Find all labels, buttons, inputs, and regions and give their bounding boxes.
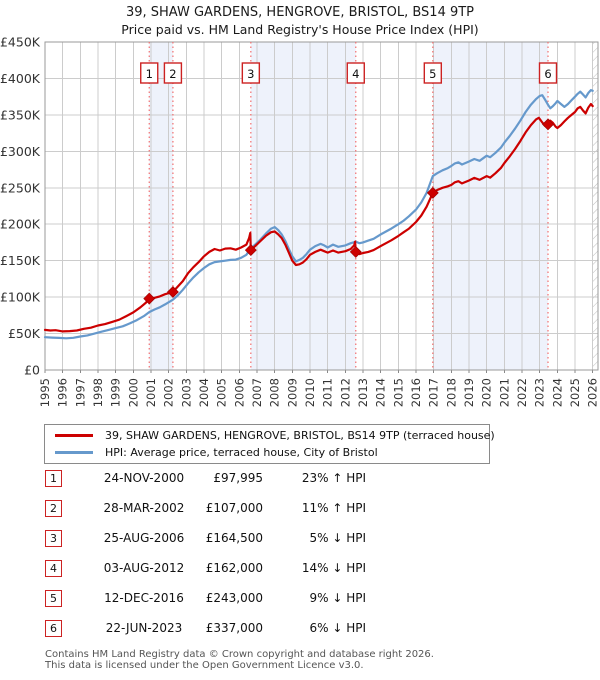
svg-text:£400K: £400K xyxy=(0,71,41,86)
svg-text:3: 3 xyxy=(247,67,254,81)
svg-text:2021: 2021 xyxy=(497,378,511,407)
svg-text:£450K: £450K xyxy=(0,35,41,50)
sale-price: £337,000 xyxy=(205,621,263,635)
svg-text:2013: 2013 xyxy=(356,378,370,407)
sale-vs-hpi: 14% ↓ HPI xyxy=(301,561,366,575)
sale-price: £107,000 xyxy=(205,501,263,515)
sale-price: £162,000 xyxy=(205,561,263,575)
sale-date: 12-DEC-2016 xyxy=(104,591,184,605)
svg-text:2000: 2000 xyxy=(126,378,140,407)
svg-text:£300K: £300K xyxy=(0,144,41,159)
svg-text:2025: 2025 xyxy=(568,378,582,407)
sale-date: 24-NOV-2000 xyxy=(103,471,185,485)
svg-text:2018: 2018 xyxy=(444,378,458,407)
sale-price: £243,000 xyxy=(205,591,263,605)
svg-text:1995: 1995 xyxy=(38,378,52,407)
svg-text:2010: 2010 xyxy=(303,378,317,407)
svg-text:5: 5 xyxy=(429,67,436,81)
svg-text:£50K: £50K xyxy=(8,326,41,341)
svg-text:2026: 2026 xyxy=(586,378,600,407)
sale-number-badge: 4 xyxy=(45,560,62,577)
sale-vs-hpi: 23% ↑ HPI xyxy=(301,471,366,485)
page-subtitle: Price paid vs. HM Land Registry's House … xyxy=(121,22,479,37)
table-row: 1 24-NOV-2000 £97,995 23% ↑ HPI xyxy=(45,470,385,487)
table-row: 5 12-DEC-2016 £243,000 9% ↓ HPI xyxy=(45,590,385,607)
svg-text:2: 2 xyxy=(169,67,176,81)
svg-text:2009: 2009 xyxy=(285,378,299,407)
sale-date: 25-AUG-2006 xyxy=(103,531,185,545)
sale-price: £97,995 xyxy=(213,471,263,485)
svg-text:£150K: £150K xyxy=(0,253,41,268)
svg-text:£200K: £200K xyxy=(0,217,41,232)
svg-text:2023: 2023 xyxy=(533,378,547,407)
sale-number-badge: 6 xyxy=(45,620,62,637)
sale-vs-hpi: 11% ↑ HPI xyxy=(301,501,366,515)
svg-text:2008: 2008 xyxy=(268,378,282,407)
table-row: 4 03-AUG-2012 £162,000 14% ↓ HPI xyxy=(45,560,385,577)
copyright-footer: Contains HM Land Registry data © Crown c… xyxy=(45,649,434,671)
svg-text:2006: 2006 xyxy=(232,378,246,407)
svg-text:1: 1 xyxy=(146,67,153,81)
price-chart: 1 2 3 4 5 6 £0 £50K £100K £150K £200K £250K £300K £35… xyxy=(0,35,600,408)
sale-number-badge: 5 xyxy=(45,590,62,607)
svg-text:2001: 2001 xyxy=(144,378,158,407)
svg-text:2016: 2016 xyxy=(409,378,423,407)
sale-vs-hpi: 5% ↓ HPI xyxy=(309,531,366,545)
table-row: 2 28-MAR-2002 £107,000 11% ↑ HPI xyxy=(45,500,385,517)
table-row: 6 22-JUN-2023 £337,000 6% ↓ HPI xyxy=(45,620,385,637)
svg-text:1996: 1996 xyxy=(56,378,70,407)
svg-text:2005: 2005 xyxy=(215,378,229,407)
sale-number-badge: 1 xyxy=(45,470,62,487)
legend-swatch xyxy=(55,434,93,437)
chart-legend: 39, SHAW GARDENS, HENGROVE, BRISTOL, BS1… xyxy=(44,424,495,464)
svg-text:2003: 2003 xyxy=(179,378,193,407)
svg-text:2022: 2022 xyxy=(515,378,529,407)
page-title: 39, SHAW GARDENS, HENGROVE, BRISTOL, BS1… xyxy=(125,5,475,20)
sale-vs-hpi: 9% ↓ HPI xyxy=(309,591,366,605)
sales-table: 1 24-NOV-2000 £97,995 23% ↑ HPI 2 28-MAR… xyxy=(45,470,385,637)
svg-text:2017: 2017 xyxy=(427,378,441,407)
svg-text:1998: 1998 xyxy=(91,378,105,407)
svg-text:£350K: £350K xyxy=(0,107,41,122)
svg-text:2004: 2004 xyxy=(197,378,211,407)
copyright-line2: This data is licensed under the Open Gov… xyxy=(45,660,364,671)
svg-text:2011: 2011 xyxy=(321,378,335,407)
svg-text:2002: 2002 xyxy=(162,378,176,407)
sale-price: £164,500 xyxy=(205,531,263,545)
svg-text:2014: 2014 xyxy=(374,378,388,407)
sale-number-badge: 2 xyxy=(45,500,62,517)
svg-text:2020: 2020 xyxy=(480,378,494,407)
legend-row-hpi: HPI: Average price, terraced house, City… xyxy=(55,446,489,459)
copyright-line1: Contains HM Land Registry data © Crown c… xyxy=(45,649,434,660)
sale-vs-hpi: 6% ↓ HPI xyxy=(309,621,366,635)
svg-text:£100K: £100K xyxy=(0,290,41,305)
sale-number-badge: 3 xyxy=(45,530,62,547)
svg-text:1999: 1999 xyxy=(109,378,123,407)
sale-date: 22-JUN-2023 xyxy=(105,621,183,635)
svg-text:1997: 1997 xyxy=(73,378,87,407)
table-row: 3 25-AUG-2006 £164,500 5% ↓ HPI xyxy=(45,530,385,547)
svg-text:2019: 2019 xyxy=(462,378,476,407)
legend-label-hpi: HPI: Average price, terraced house, City… xyxy=(105,446,378,459)
svg-text:£0: £0 xyxy=(24,363,40,378)
svg-text:4: 4 xyxy=(352,67,359,81)
legend-swatch xyxy=(55,451,93,454)
svg-text:6: 6 xyxy=(544,67,551,81)
legend-label-property: 39, SHAW GARDENS, HENGROVE, BRISTOL, BS1… xyxy=(105,429,495,442)
svg-text:2012: 2012 xyxy=(338,378,352,407)
svg-text:2024: 2024 xyxy=(550,378,564,407)
svg-text:£250K: £250K xyxy=(0,180,41,195)
sale-date: 28-MAR-2002 xyxy=(103,501,185,515)
svg-text:2015: 2015 xyxy=(391,378,405,407)
svg-text:2007: 2007 xyxy=(250,378,264,407)
sale-date: 03-AUG-2012 xyxy=(103,561,185,575)
legend-row-property: 39, SHAW GARDENS, HENGROVE, BRISTOL, BS1… xyxy=(55,429,495,442)
